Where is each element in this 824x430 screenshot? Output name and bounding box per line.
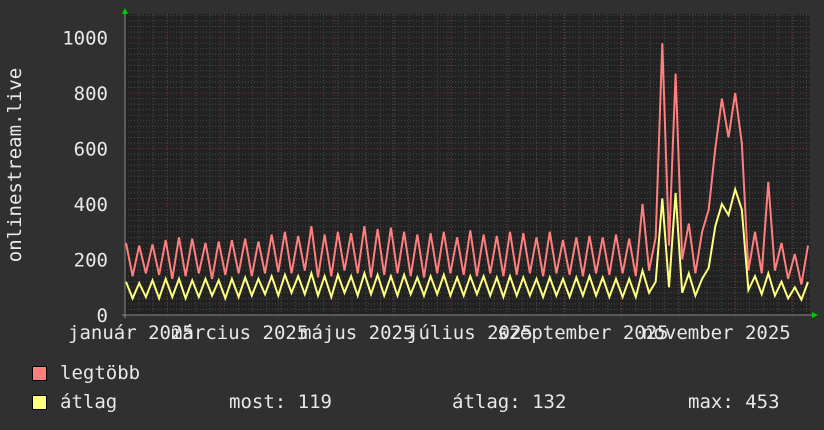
series-line-avg (125, 185, 809, 303)
series-line-max (125, 43, 809, 285)
stat-max: max: 453 (688, 391, 780, 413)
series-lines (125, 43, 809, 303)
legend-label-max: legtöbb (60, 362, 141, 384)
x-axis-arrow-icon (812, 312, 818, 318)
x-tick-label: január 2025 (68, 322, 194, 344)
y-tick-label: 1000 (62, 28, 108, 50)
y-axis: 0 200 400 600 800 1000 (62, 28, 108, 327)
y-tick-label: 0 (97, 305, 108, 327)
y-tick-label: 600 (74, 139, 108, 161)
stat-average: átlag: 132 (452, 391, 567, 413)
y-axis-arrow-icon (122, 8, 128, 14)
y-tick-label: 400 (74, 194, 108, 216)
x-tick-label: március 2025 (171, 322, 308, 344)
y-tick-label: 800 (74, 83, 108, 105)
x-tick-label: július 2025 (407, 322, 533, 344)
stat-now: most: 119 (229, 391, 332, 413)
legend-swatch-max (32, 366, 47, 381)
x-tick-label: szeptember 2025 (497, 322, 669, 344)
x-tick-label: május 2025 (300, 322, 414, 344)
legend-swatch-avg (32, 395, 47, 410)
legend-label-avg: átlag (60, 391, 118, 413)
y-axis-title: onlinestream.live (4, 68, 26, 262)
x-tick-label: november 2025 (642, 322, 791, 344)
y-tick-label: 200 (74, 250, 108, 272)
